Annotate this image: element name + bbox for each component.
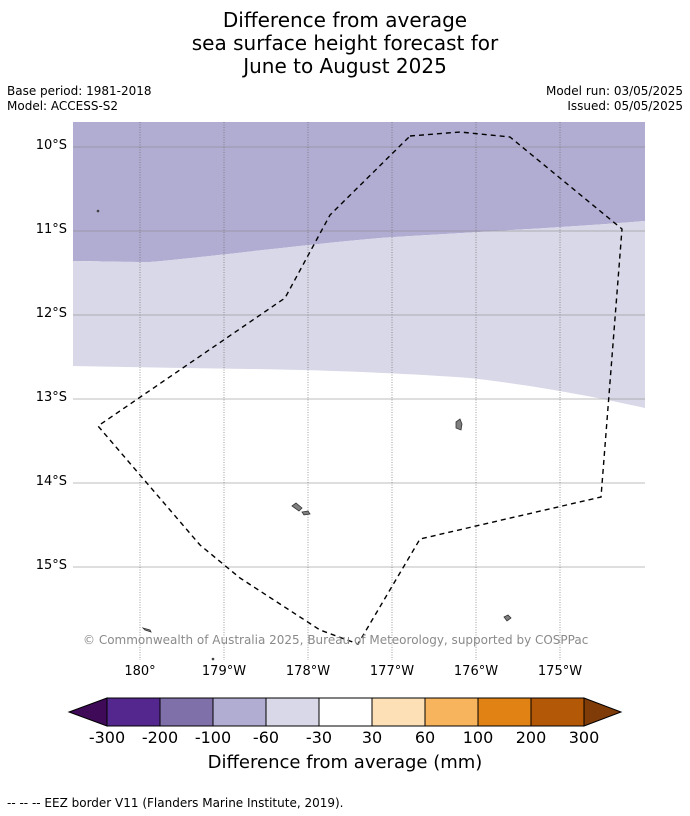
band-minus-100-to-minus-60 bbox=[73, 122, 645, 262]
title-line-3: June to August 2025 bbox=[243, 54, 447, 78]
lon-label-178w: 178°W bbox=[285, 664, 331, 679]
lon-label-175w: 175°W bbox=[537, 664, 583, 679]
island-southwest bbox=[141, 627, 152, 633]
copyright-notice: © Commonwealth of Australia 2025, Bureau… bbox=[83, 633, 589, 647]
colorbar-tick-60: 60 bbox=[414, 728, 436, 747]
lat-label-11s: 11°S bbox=[35, 222, 67, 237]
island-southeast bbox=[503, 614, 512, 622]
lon-label-179w: 179°W bbox=[201, 664, 247, 679]
lon-label-180: 180° bbox=[124, 664, 156, 679]
colorbar-tick-minus-60: -60 bbox=[252, 728, 280, 747]
issued-date: Issued: 05/05/2025 bbox=[567, 99, 683, 113]
meta-right: Model run: 03/05/2025 Issued: 05/05/2025 bbox=[546, 84, 683, 114]
colorbar-seg-3 bbox=[212, 697, 267, 727]
colorbar-seg-1 bbox=[106, 697, 161, 727]
colorbar-tick-300: 300 bbox=[568, 728, 600, 747]
colorbar-tick-minus-300: -300 bbox=[88, 728, 126, 747]
title-line-1: Difference from average bbox=[222, 8, 468, 32]
lat-label-12s: 12°S bbox=[35, 306, 67, 321]
island-west-2 bbox=[301, 510, 311, 516]
lat-label-15s: 15°S bbox=[35, 558, 67, 573]
lat-label-14s: 14°S bbox=[35, 474, 67, 489]
meta-left: Base period: 1981-2018 Model: ACCESS-S2 bbox=[7, 84, 152, 114]
land bbox=[96, 209, 512, 661]
lon-gridlines bbox=[139, 122, 561, 660]
model-run: Model run: 03/05/2025 bbox=[545, 84, 683, 98]
colorbar-seg-9 bbox=[530, 697, 585, 727]
colorbar-tick-minus-100: -100 bbox=[194, 728, 232, 747]
colorbar-tick-minus-30: -30 bbox=[305, 728, 333, 747]
lat-gridlines bbox=[73, 146, 645, 568]
island-north bbox=[455, 418, 463, 431]
colorbar-seg-8 bbox=[477, 697, 532, 727]
colorbar-label: Difference from average (mm) bbox=[207, 752, 483, 773]
colorbar-seg-7 bbox=[424, 697, 479, 727]
lon-label-177w: 177°W bbox=[369, 664, 415, 679]
colorbar-seg-6 bbox=[371, 697, 426, 727]
colorbar-tick-minus-200: -200 bbox=[141, 728, 179, 747]
colorbar-tick-30: 30 bbox=[361, 728, 383, 747]
colorbar-tick-200: 200 bbox=[515, 728, 547, 747]
islet-small bbox=[96, 209, 100, 213]
island-west-1 bbox=[291, 502, 303, 512]
colorbar-tick-100: 100 bbox=[462, 728, 494, 747]
lon-label-176w: 176°W bbox=[453, 664, 499, 679]
colorbar-extend-low bbox=[67, 697, 108, 727]
lat-label-10s: 10°S bbox=[35, 138, 67, 153]
colorbar bbox=[67, 697, 623, 727]
colorbar-extend-high bbox=[583, 697, 623, 727]
islet-small-2 bbox=[211, 657, 215, 661]
band-minus-60-to-minus-30 bbox=[73, 221, 645, 408]
base-period: Base period: 1981-2018 bbox=[7, 84, 152, 98]
lat-label-13s: 13°S bbox=[35, 390, 67, 405]
colorbar-seg-4 bbox=[265, 697, 320, 727]
model-name: Model: ACCESS-S2 bbox=[7, 99, 119, 113]
title-line-2: sea surface height forecast for bbox=[191, 31, 499, 55]
colorbar-seg-5 bbox=[318, 697, 373, 727]
colorbar-seg-2 bbox=[159, 697, 214, 727]
eez-legend: -- -- -- EEZ border V11 (Flanders Marine… bbox=[7, 796, 344, 810]
